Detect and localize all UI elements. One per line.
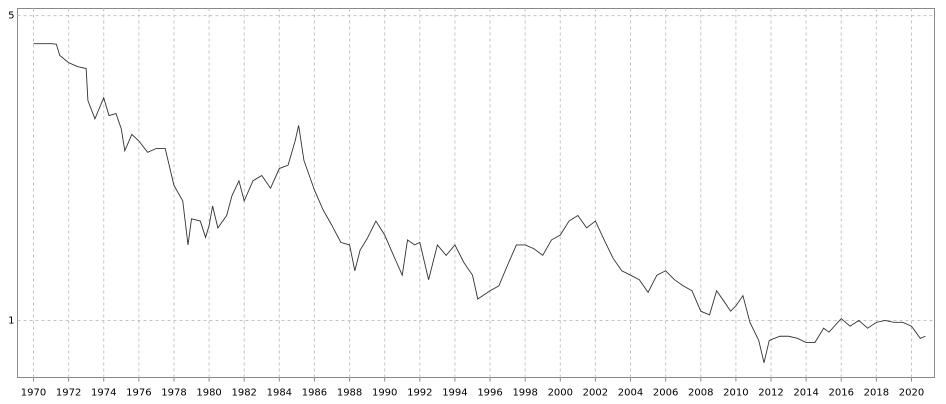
x-tick-label: 1998 [512, 388, 537, 399]
x-tick-label: 1976 [126, 388, 151, 399]
x-tick-label: 2010 [723, 388, 748, 399]
x-tick-label: 1994 [442, 388, 467, 399]
x-tick-label: 1978 [161, 388, 186, 399]
y-tick-label: 1 [8, 315, 14, 326]
x-tick-label: 2018 [864, 388, 889, 399]
x-tick-label: 1986 [302, 388, 327, 399]
x-tick-label: 1984 [267, 388, 292, 399]
x-tick-label: 1992 [407, 388, 432, 399]
x-tick-label: 2016 [829, 388, 854, 399]
x-tick-label: 1970 [21, 388, 46, 399]
x-tick-label: 2012 [758, 388, 783, 399]
x-tick-label: 2000 [548, 388, 573, 399]
x-tick-label: 2008 [688, 388, 713, 399]
x-tick-label: 1980 [196, 388, 221, 399]
x-tick-label: 2004 [618, 388, 643, 399]
x-tick-label: 2006 [653, 388, 678, 399]
x-tick-label: 1990 [372, 388, 397, 399]
x-tick-label: 1974 [91, 388, 116, 399]
x-tick-label: 2014 [793, 388, 818, 399]
line [33, 43, 926, 363]
x-tick-label: 1988 [337, 388, 362, 399]
x-tick-label: 1996 [477, 388, 502, 399]
x-tick-label: 2002 [583, 388, 608, 399]
x-tick-label: 1972 [56, 388, 81, 399]
x-tick-label: 1982 [231, 388, 256, 399]
plot-area [17, 8, 935, 378]
y-tick-label: 5 [8, 11, 14, 22]
x-tick-label: 2020 [899, 388, 924, 399]
